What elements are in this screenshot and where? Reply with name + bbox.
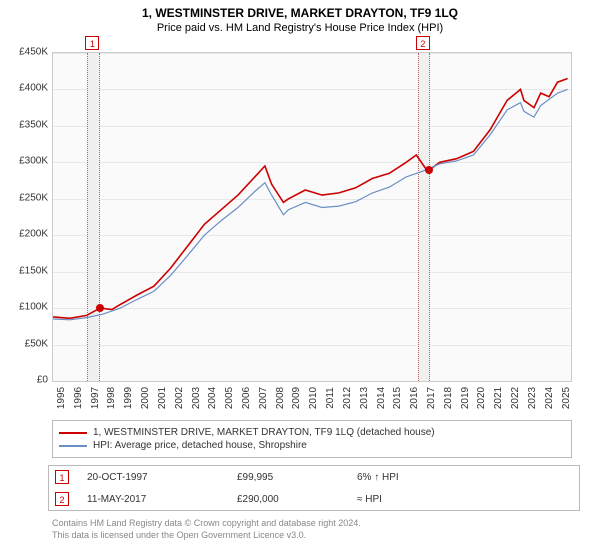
sale-price: £290,000 (237, 494, 357, 505)
table-row: 2 11-MAY-2017 £290,000 ≈ HPI (49, 488, 579, 510)
legend-item: HPI: Average price, detached house, Shro… (59, 440, 565, 451)
x-axis-label: 2022 (510, 387, 521, 409)
y-axis-label: £450K (8, 47, 48, 58)
line-series-svg (53, 53, 571, 381)
x-axis-label: 2012 (342, 387, 353, 409)
sale-marker-icon: 1 (55, 470, 69, 484)
y-axis-label: £350K (8, 119, 48, 130)
x-axis-label: 2021 (493, 387, 504, 409)
sale-point-icon (96, 304, 104, 312)
x-axis-label: 2010 (308, 387, 319, 409)
y-axis-label: £0 (8, 375, 48, 386)
y-axis-label: £150K (8, 265, 48, 276)
series-line-property (53, 79, 568, 319)
legend-box: 1, WESTMINSTER DRIVE, MARKET DRAYTON, TF… (52, 420, 572, 458)
y-axis-label: £200K (8, 229, 48, 240)
legend-label: HPI: Average price, detached house, Shro… (93, 440, 307, 451)
sale-vs-hpi: ≈ HPI (357, 494, 457, 505)
y-axis-label: £400K (8, 83, 48, 94)
x-axis-label: 2008 (275, 387, 286, 409)
x-axis-label: 2003 (191, 387, 202, 409)
footer-attribution: Contains HM Land Registry data © Crown c… (52, 518, 572, 541)
legend-item: 1, WESTMINSTER DRIVE, MARKET DRAYTON, TF… (59, 427, 565, 438)
x-axis-label: 1995 (56, 387, 67, 409)
y-axis-label: £250K (8, 192, 48, 203)
x-axis-label: 2025 (561, 387, 572, 409)
y-axis-label: £50K (8, 338, 48, 349)
sale-vs-hpi: 6% ↑ HPI (357, 472, 457, 483)
x-axis-label: 2009 (291, 387, 302, 409)
sale-marker-icon: 1 (85, 36, 99, 50)
y-axis-label: £300K (8, 156, 48, 167)
x-axis-label: 2020 (476, 387, 487, 409)
sale-marker-icon: 2 (416, 36, 430, 50)
legend-swatch (59, 445, 87, 447)
x-axis-label: 2019 (460, 387, 471, 409)
footer-line: This data is licensed under the Open Gov… (52, 530, 572, 542)
x-axis-label: 1997 (90, 387, 101, 409)
x-axis-label: 2002 (174, 387, 185, 409)
x-axis-label: 1996 (73, 387, 84, 409)
chart-title: 1, WESTMINSTER DRIVE, MARKET DRAYTON, TF… (0, 0, 600, 20)
x-axis-label: 2011 (325, 387, 336, 409)
sale-price: £99,995 (237, 472, 357, 483)
sales-table: 1 20-OCT-1997 £99,995 6% ↑ HPI 2 11-MAY-… (48, 465, 580, 511)
x-axis-label: 2007 (258, 387, 269, 409)
x-axis-label: 2014 (376, 387, 387, 409)
sale-date: 11-MAY-2017 (87, 494, 237, 505)
legend-label: 1, WESTMINSTER DRIVE, MARKET DRAYTON, TF… (93, 427, 435, 438)
x-axis-label: 2013 (359, 387, 370, 409)
chart-container: 1, WESTMINSTER DRIVE, MARKET DRAYTON, TF… (0, 0, 600, 560)
x-axis-label: 2015 (392, 387, 403, 409)
footer-line: Contains HM Land Registry data © Crown c… (52, 518, 572, 530)
sale-marker-icon: 2 (55, 492, 69, 506)
plot-area (52, 52, 572, 382)
x-axis-label: 2017 (426, 387, 437, 409)
x-axis-label: 2006 (241, 387, 252, 409)
legend-swatch (59, 432, 87, 434)
sale-date: 20-OCT-1997 (87, 472, 237, 483)
chart-subtitle: Price paid vs. HM Land Registry's House … (0, 20, 600, 34)
table-row: 1 20-OCT-1997 £99,995 6% ↑ HPI (49, 466, 579, 488)
x-axis-label: 1999 (123, 387, 134, 409)
x-axis-label: 2000 (140, 387, 151, 409)
x-axis-label: 2024 (544, 387, 555, 409)
x-axis-label: 2004 (207, 387, 218, 409)
x-axis-label: 2023 (527, 387, 538, 409)
y-axis-label: £100K (8, 302, 48, 313)
x-axis-label: 2005 (224, 387, 235, 409)
x-axis-label: 2018 (443, 387, 454, 409)
x-axis-label: 1998 (106, 387, 117, 409)
x-axis-label: 2016 (409, 387, 420, 409)
x-axis-label: 2001 (157, 387, 168, 409)
series-line-hpi (53, 89, 568, 319)
sale-point-icon (425, 166, 433, 174)
